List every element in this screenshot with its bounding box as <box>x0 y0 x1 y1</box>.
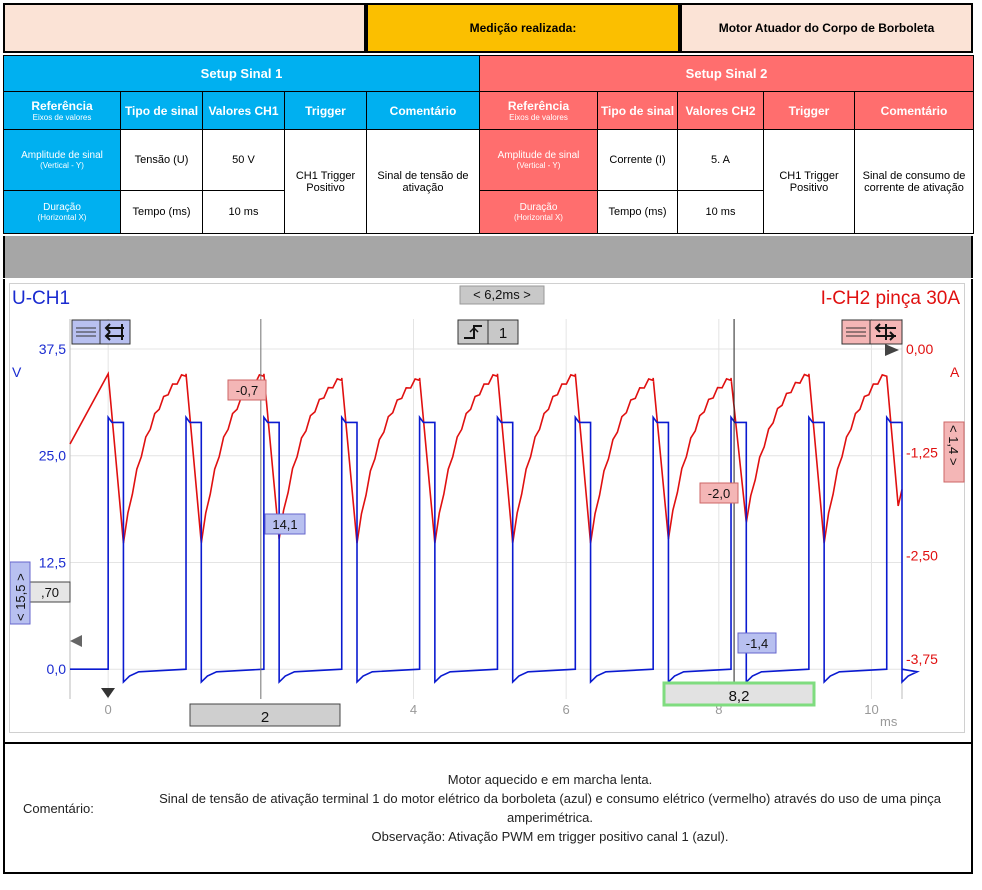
right-axis-ticks: 0,00 -1,25 -2,50 -3,75 <box>906 341 938 667</box>
comment-label: Comentário: <box>23 801 94 816</box>
marker-offset-value: ,70 <box>29 581 71 603</box>
setup-1-row-amplitude: Amplitude de sinal (Vertical - Y) <box>3 129 121 191</box>
trigger-time-marker-icon[interactable] <box>101 688 115 698</box>
svg-text:8,2: 8,2 <box>729 688 750 705</box>
setup-2-duration-value: 10 ms <box>677 190 764 234</box>
setup-signal-1-table: Setup Sinal 1 Referência Eixos de valores… <box>3 55 480 234</box>
setup-2-amplitude-value: 5. A <box>677 129 764 191</box>
left-tick-label: 0,0 <box>47 661 67 677</box>
measurement-label: Medição realizada: <box>366 3 680 53</box>
setup-1-duration-value: 10 ms <box>202 190 285 234</box>
setup-1-amplitude-type: Tensão (U) <box>120 129 203 191</box>
right-tick-label: -3,75 <box>906 651 938 667</box>
comment-line-2: Sinal de tensão de ativação terminal 1 d… <box>159 791 941 825</box>
ch1-zero-marker-icon[interactable] <box>70 635 82 647</box>
x-tick-label: 0 <box>105 702 112 717</box>
x-tick-label: 4 <box>410 702 417 717</box>
setup-2-row-amplitude: Amplitude de sinal (Vertical - Y) <box>479 129 598 191</box>
setup-1-row-duration: Duração (Horizontal X) <box>3 190 121 234</box>
setup-1-col-valores: Valores CH1 <box>202 91 285 130</box>
setup-2-comment: Sinal de consumo de corrente de ativação <box>854 129 974 234</box>
setup-2-col-ref: Referência Eixos de valores <box>479 91 598 130</box>
ch2-label: I-CH2 pinça 30A <box>821 288 961 309</box>
x-tick-label: 10 <box>864 702 878 717</box>
cursor-delta-text: < 6,2ms > <box>473 287 531 302</box>
trigger-channel-text: 1 <box>499 325 507 342</box>
setup-1-col-ref: Referência Eixos de valores <box>3 91 121 130</box>
setup-2-title: Setup Sinal 2 <box>479 55 974 92</box>
marker-ch1-cursor2: -1,4 <box>737 632 777 654</box>
comment-text: Motor aquecido e em marcha lenta. Sinal … <box>125 770 975 846</box>
ch1-label: U-CH1 <box>12 288 70 309</box>
x-tick-label: 8 <box>715 702 722 717</box>
setup-2-col-trigger: Trigger <box>763 91 855 130</box>
cursor-2-time-tab[interactable]: 8,2 <box>662 681 816 707</box>
x-tick-label: 6 <box>563 702 570 717</box>
separator-bar <box>3 236 973 278</box>
ch2-zero-marker-icon[interactable] <box>885 344 899 356</box>
ch1-offset-icon[interactable] <box>99 319 131 345</box>
right-tick-label: -1,25 <box>906 444 938 460</box>
plot-area <box>70 319 902 699</box>
marker-ch2-cursor1: -0,7 <box>227 379 267 401</box>
trigger-edge-icon[interactable] <box>457 319 489 345</box>
ch1-trace <box>70 414 920 684</box>
setup-1-col-tipo: Tipo de sinal <box>120 91 203 130</box>
svg-text:< 15,5 >: < 15,5 > <box>13 573 28 621</box>
right-tick-label: 0,00 <box>906 341 933 357</box>
marker-ch1-cursor1: 14,1 <box>264 513 306 535</box>
setup-2-amplitude-type: Corrente (I) <box>597 129 678 191</box>
left-axis-ticks: 37,5 25,0 12,5 0,0 <box>39 341 66 677</box>
setup-1-amplitude-value: 50 V <box>202 129 285 191</box>
svg-text:14,1: 14,1 <box>272 517 297 532</box>
setup-1-title: Setup Sinal 1 <box>3 55 480 92</box>
header-blank-cell <box>3 3 366 53</box>
setup-2-col-comentario: Comentário <box>854 91 974 130</box>
left-axis-unit: V <box>12 364 22 380</box>
comment-box: Comentário: Motor aquecido e em marcha l… <box>3 742 973 874</box>
comment-line-3: Observação: Ativação PWM em trigger posi… <box>371 829 729 844</box>
setup-1-trigger: CH1 Trigger Positivo <box>284 129 367 234</box>
svg-text:-0,7: -0,7 <box>236 383 258 398</box>
setup-1-col-trigger: Trigger <box>284 91 367 130</box>
cursor-delta-box[interactable] <box>459 285 545 305</box>
setup-2-col-tipo: Tipo de sinal <box>597 91 678 130</box>
ch1-settings-button[interactable] <box>71 319 101 345</box>
setup-1-duration-type: Tempo (ms) <box>120 190 203 234</box>
left-tick-label: 25,0 <box>39 448 66 464</box>
right-axis-unit: A <box>950 364 960 380</box>
setup-signal-2-table: Setup Sinal 2 Referência Eixos de valores… <box>479 55 974 234</box>
setup-2-duration-type: Tempo (ms) <box>597 190 678 234</box>
ch1-scale-button[interactable]: < 15,5 > <box>10 561 31 625</box>
oscilloscope-panel: U-CH1 I-CH2 pinça 30A < 6,2ms > 1 <box>3 279 973 742</box>
setup-2-row-duration: Duração (Horizontal X) <box>479 190 598 234</box>
ch2-settings-button[interactable] <box>841 319 871 345</box>
marker-ch2-cursor2: -2,0 <box>699 482 739 504</box>
setup-1-col-comentario: Comentário <box>366 91 480 130</box>
right-tick-label: -2,50 <box>906 548 938 564</box>
grid <box>69 319 903 699</box>
svg-text:< 1,4 >: < 1,4 > <box>946 425 961 465</box>
setup-2-col-valores: Valores CH2 <box>677 91 764 130</box>
oscilloscope-chart[interactable]: U-CH1 I-CH2 pinça 30A < 6,2ms > 1 <box>10 284 966 734</box>
cursor-1-time-tab[interactable]: 2 <box>189 703 341 727</box>
setup-1-comment: Sinal de tensão de ativação <box>366 129 480 234</box>
oscilloscope-display: U-CH1 I-CH2 pinça 30A < 6,2ms > 1 <box>9 283 965 733</box>
setup-2-trigger: CH1 Trigger Positivo <box>763 129 855 234</box>
comment-line-1: Motor aquecido e em marcha lenta. <box>447 772 653 787</box>
svg-text:-1,4: -1,4 <box>746 636 768 651</box>
ch2-offset-icon[interactable] <box>869 319 903 345</box>
svg-text:,70: ,70 <box>41 585 59 600</box>
trigger-channel-button[interactable] <box>487 319 519 345</box>
left-tick-label: 12,5 <box>39 554 66 570</box>
measurement-value: Motor Atuador do Corpo de Borboleta <box>680 3 973 53</box>
svg-text:-2,0: -2,0 <box>708 486 730 501</box>
svg-text:2: 2 <box>261 709 269 726</box>
ch2-scale-button[interactable]: < 1,4 > <box>943 421 965 483</box>
x-axis-unit: ms <box>880 714 898 729</box>
left-tick-label: 37,5 <box>39 341 66 357</box>
